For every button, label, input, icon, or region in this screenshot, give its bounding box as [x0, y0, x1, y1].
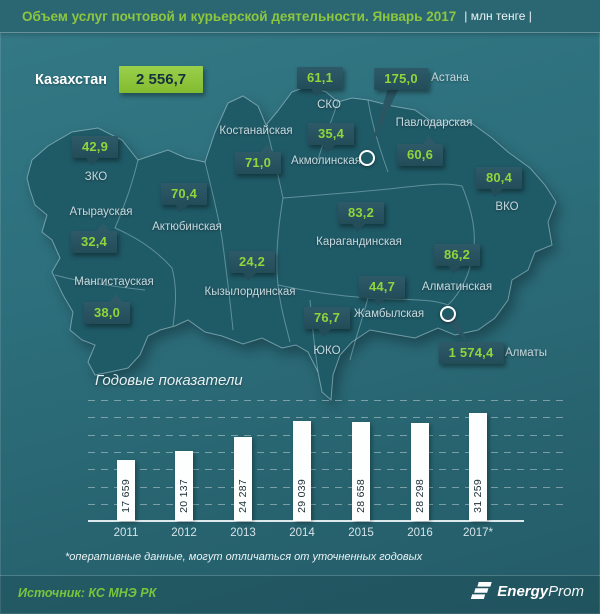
bar-value-label: 24 287 — [237, 479, 249, 513]
region-label: Астана — [431, 72, 469, 84]
header-bar: Объем услуг почтовой и курьерской деятел… — [0, 0, 600, 33]
page-title: Объем услуг почтовой и курьерской деятел… — [22, 8, 457, 24]
footer-band — [0, 576, 600, 614]
x-axis-tick-label: 2011 — [113, 527, 139, 539]
region-value-callout: 83,2 — [337, 202, 385, 232]
bar-value-label-wrap: 17 659 — [117, 479, 135, 513]
region-label: ЗКО — [84, 171, 108, 183]
chart-gridline — [88, 487, 568, 488]
region-value-callout: 42,9 — [71, 136, 119, 166]
region-value-callout: 61,1 — [296, 67, 344, 97]
chart-gridline — [88, 435, 568, 436]
region-value-callout: 175,0 — [374, 68, 428, 90]
region-label: Акмолинская — [291, 155, 361, 167]
region-value-callout: 86,2 — [433, 244, 481, 274]
region-label: Кызылординская — [204, 286, 296, 298]
x-axis-tick-label: 2012 — [171, 527, 197, 539]
region-label: Павлодарская — [395, 117, 473, 129]
bar-value-label: 28 658 — [355, 479, 367, 513]
bar-value-label-wrap: 28 298 — [411, 479, 429, 513]
chart-footnote: *оперативные данные, могут отличаться от… — [65, 551, 423, 563]
logo-text-bold: Energy — [497, 582, 549, 600]
chart-bar: 28 658 — [352, 422, 370, 521]
region-value-callout: 38,0 — [83, 294, 131, 324]
region-label: ЮКО — [313, 345, 341, 357]
city-marker — [440, 306, 456, 322]
region-label: Актюбинская — [152, 221, 222, 233]
region-label: Алматы — [505, 347, 547, 359]
region-label: Алматинская — [421, 281, 493, 293]
x-axis-tick-label: 2014 — [289, 527, 315, 539]
logo-text-light: Prom — [548, 582, 584, 600]
bar-value-label-wrap: 20 137 — [175, 479, 193, 513]
chart-bar: 29 039 — [293, 421, 311, 521]
chart-gridline — [88, 400, 568, 401]
bar-value-label: 29 039 — [296, 479, 308, 513]
chart-gridline — [88, 452, 568, 453]
x-axis-tick-label: 2016 — [407, 527, 433, 539]
region-value-callout: 1 574,4 — [438, 342, 504, 364]
bar-value-label-wrap: 29 039 — [293, 479, 311, 513]
x-axis-tick-label: 2013 — [230, 527, 256, 539]
chart-gridline — [88, 417, 568, 418]
bar-value-label: 20 137 — [178, 479, 190, 513]
bar-value-label-wrap: 28 658 — [352, 479, 370, 513]
chart-bar: 17 659 — [117, 460, 135, 521]
country-total: Казахстан 2 556,7 — [35, 66, 204, 93]
x-axis-tick-label: 2017* — [462, 527, 494, 539]
region-value-callout: 35,4 — [307, 123, 355, 153]
region-label: Карагандинская — [316, 236, 402, 248]
chart-gridline — [88, 504, 568, 505]
units-label: | млн тенге | — [464, 9, 532, 23]
region-value-callout: 80,4 — [475, 167, 523, 197]
region-label: Костанайская — [219, 125, 293, 137]
region-label: Жамбылская — [353, 308, 425, 320]
region-value-callout: 70,4 — [160, 183, 208, 213]
chart-bar: 31 259 — [469, 413, 487, 521]
bar-value-label: 17 659 — [120, 479, 132, 513]
region-value-callout: 44,7 — [358, 276, 406, 306]
energyprom-logo-text: EnergyProm — [497, 583, 584, 600]
source-credit: Источник: КС МНЭ РК — [18, 586, 157, 600]
bar-value-label-wrap: 24 287 — [234, 479, 252, 513]
city-marker — [359, 150, 375, 166]
chart-x-axis — [88, 520, 524, 522]
region-value-callout: 24,2 — [228, 251, 276, 281]
bar-value-label: 31 259 — [472, 479, 484, 513]
chart-title: Годовые показатели — [95, 372, 243, 389]
region-value-callout: 76,7 — [303, 307, 351, 337]
energyprom-logo: EnergyProm — [470, 581, 584, 601]
region-value-callout: 71,0 — [234, 144, 282, 174]
region-value-callout: 32,4 — [70, 223, 118, 253]
footer-divider — [0, 575, 600, 576]
chart-bar: 24 287 — [234, 437, 252, 521]
region-label: Мангистауская — [74, 276, 154, 288]
chart-gridline — [88, 469, 568, 470]
x-axis-tick-label: 2015 — [348, 527, 374, 539]
chart-bar: 28 298 — [411, 423, 429, 521]
region-label: СКО — [317, 99, 341, 111]
country-total-value: 2 556,7 — [119, 66, 204, 93]
bar-value-label: 28 298 — [414, 479, 426, 513]
energyprom-logo-icon — [471, 582, 493, 599]
astana-callout-leader — [369, 88, 399, 152]
bar-value-label-wrap: 31 259 — [469, 479, 487, 513]
chart-bar: 20 137 — [175, 451, 193, 521]
region-value-callout: 60,6 — [396, 136, 444, 166]
region-label: Атырауская — [69, 206, 133, 218]
region-label: ВКО — [495, 201, 519, 213]
country-total-label: Казахстан — [35, 71, 108, 88]
